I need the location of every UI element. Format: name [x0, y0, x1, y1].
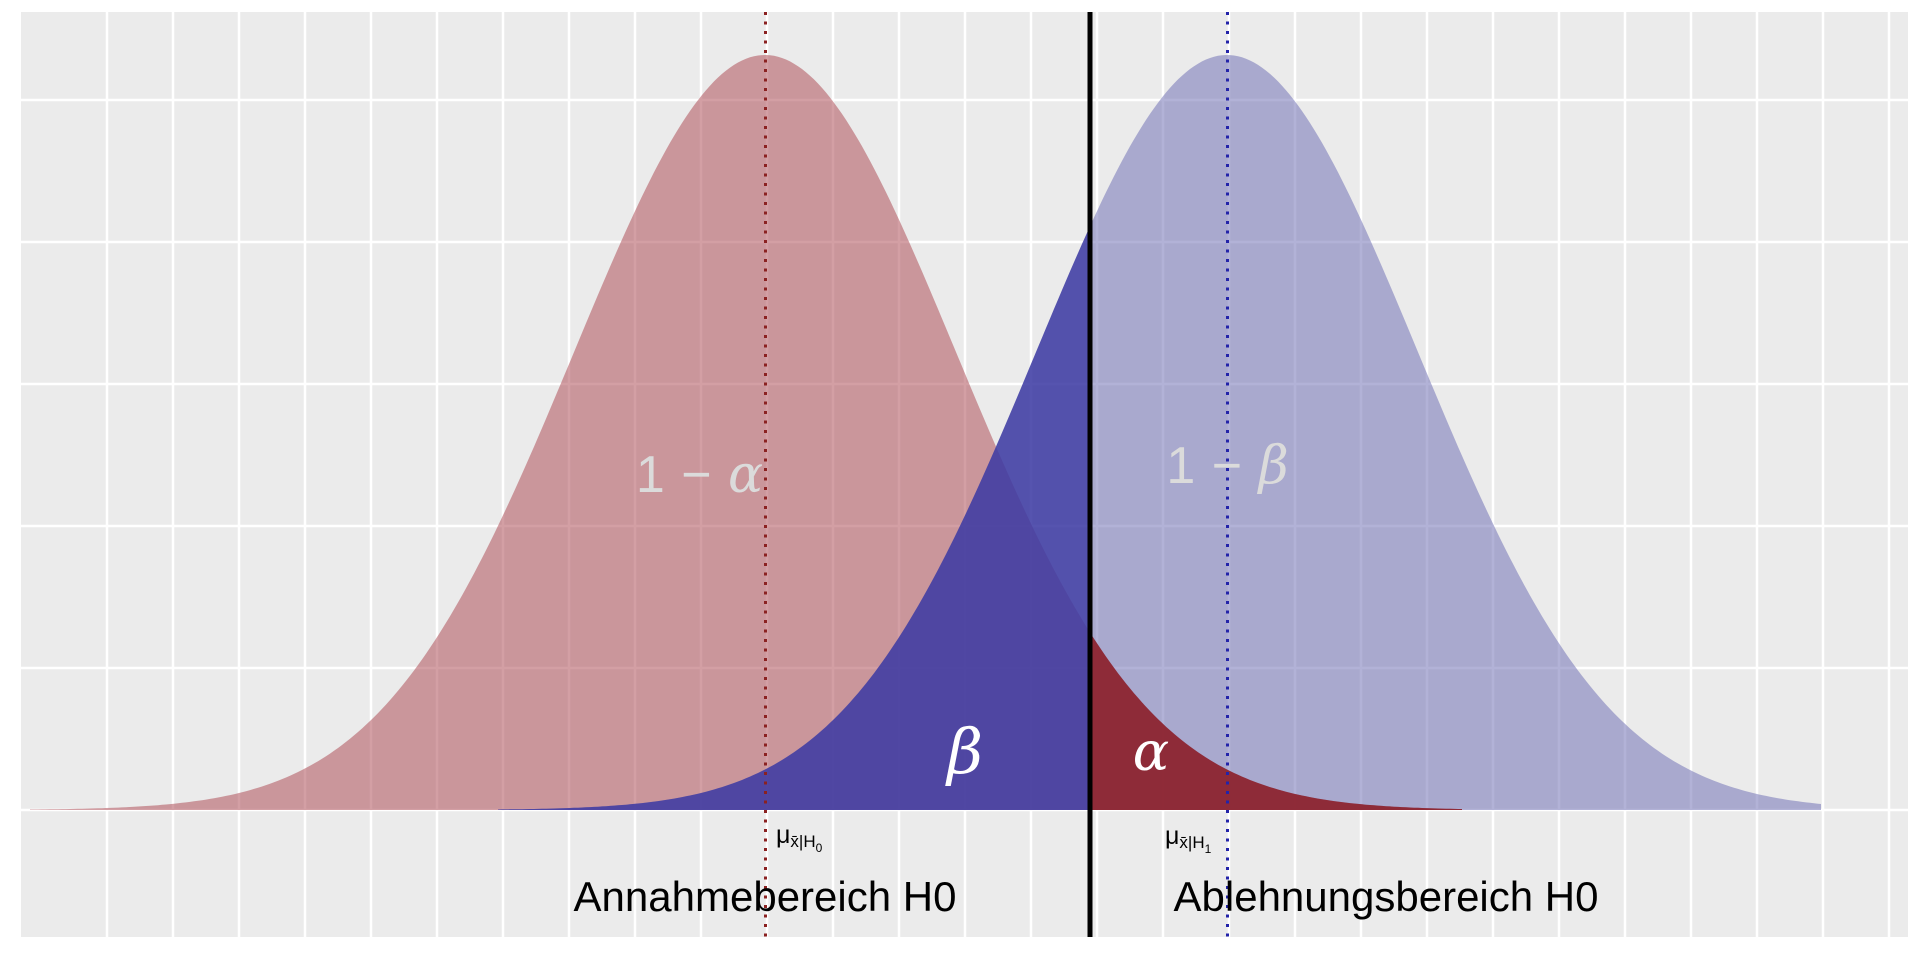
- one-minus-beta-prefix: 1 −: [1166, 437, 1259, 495]
- one-minus-alpha-prefix: 1 −: [635, 446, 729, 504]
- alpha-glyph: α: [728, 445, 765, 505]
- rejection-region-label: Ablehnungsbereich H0: [1173, 873, 1599, 920]
- mu-subsubscript: 0: [815, 841, 823, 855]
- acceptance-region-label: Annahmebereich H0: [573, 873, 957, 920]
- region-label-alpha: α: [1132, 720, 1170, 783]
- region-label-beta: β: [947, 715, 983, 788]
- mu-xbar-h1-annotation: μx̄|H1: [1165, 822, 1212, 856]
- region-label-one-minus-alpha: 1 − α: [636, 449, 764, 501]
- beta-glyph: β: [1258, 436, 1290, 496]
- mu-symbol: μ: [1165, 822, 1180, 850]
- mu-symbol: μ: [776, 821, 791, 849]
- mu-subscript: x̄|H: [790, 832, 816, 851]
- mu-xbar-h0-annotation: μx̄|H0: [776, 821, 823, 855]
- mu-subsubscript: 1: [1204, 842, 1212, 856]
- region-label-one-minus-beta: 1 − β: [1166, 440, 1289, 492]
- mu-subscript: x̄|H: [1179, 833, 1205, 852]
